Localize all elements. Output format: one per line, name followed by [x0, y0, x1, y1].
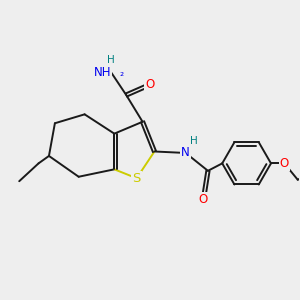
Text: O: O [146, 78, 154, 91]
Text: N: N [181, 146, 190, 160]
Text: NH: NH [94, 66, 111, 79]
Text: O: O [280, 157, 289, 170]
Text: S: S [132, 172, 141, 185]
Text: O: O [199, 193, 208, 206]
Text: ₂: ₂ [120, 68, 124, 78]
Text: H: H [107, 55, 115, 65]
Text: H: H [190, 136, 198, 146]
